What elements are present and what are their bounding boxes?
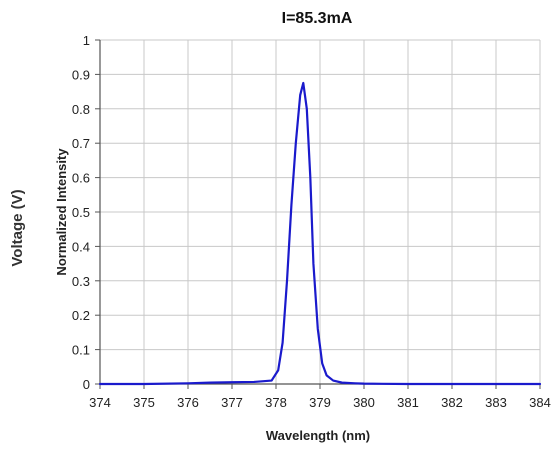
axes [95, 39, 541, 389]
x-tick-label: 377 [221, 395, 243, 410]
series-line [98, 81, 542, 386]
y-axis-label: Normalized Intensity [54, 148, 69, 276]
y-tick-label: 0.3 [72, 274, 90, 289]
y-tick-label: 0.6 [72, 171, 90, 186]
series-group [98, 81, 542, 386]
x-tick-label: 380 [353, 395, 375, 410]
y-tick-label: 0.1 [72, 343, 90, 358]
y-tick-labels: 0 0.1 0.2 0.3 0.4 0.5 0.6 0.7 0.8 0.9 1 [72, 33, 90, 392]
y-tick-label: 0.4 [72, 239, 90, 254]
chart-title: I=85.3mA [282, 10, 353, 27]
x-tick-label: 379 [309, 395, 331, 410]
grid [99, 39, 541, 385]
x-tick-label: 382 [441, 395, 463, 410]
y-tick-label: 0.7 [72, 136, 90, 151]
y-tick-label: 0.9 [72, 67, 90, 82]
y-tick-label: 0.2 [72, 308, 90, 323]
x-tick-label: 375 [133, 395, 155, 410]
x-tick-labels: 374 375 376 377 378 379 380 381 382 383 384 [89, 395, 551, 410]
x-tick-label: 374 [89, 395, 111, 410]
x-tick-label: 383 [485, 395, 507, 410]
y-tick-label: 0 [83, 377, 90, 392]
x-tick-label: 384 [529, 395, 551, 410]
y-tick-label: 0.8 [72, 102, 90, 117]
x-tick-label: 376 [177, 395, 199, 410]
x-axis-label: Wavelength (nm) [266, 428, 370, 443]
x-tick-label: 381 [397, 395, 419, 410]
y-tick-label: 0.5 [72, 205, 90, 220]
x-tick-label: 378 [265, 395, 287, 410]
outer-axis-label: Voltage (V) [9, 189, 26, 266]
y-tick-label: 1 [83, 33, 90, 48]
